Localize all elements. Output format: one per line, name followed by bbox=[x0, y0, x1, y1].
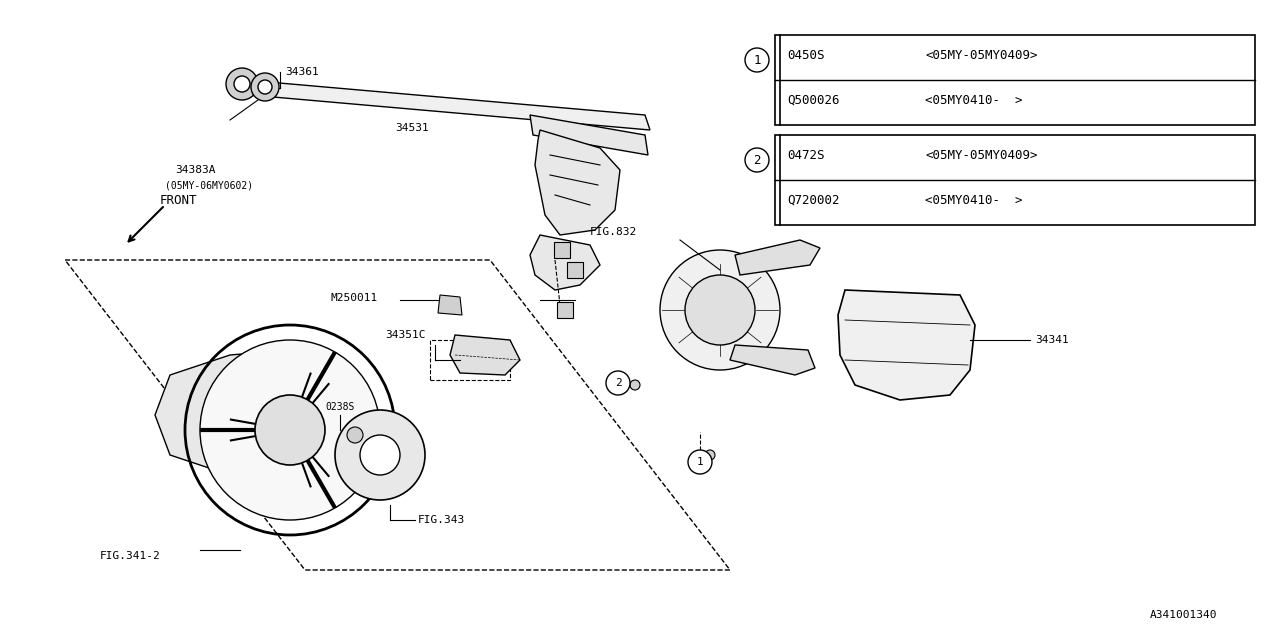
Polygon shape bbox=[530, 115, 648, 155]
Circle shape bbox=[689, 450, 712, 474]
Text: M250011: M250011 bbox=[330, 293, 378, 303]
Polygon shape bbox=[735, 240, 820, 275]
Text: 34383A: 34383A bbox=[175, 165, 215, 175]
Circle shape bbox=[227, 68, 259, 100]
Bar bbox=[774, 35, 1254, 125]
Polygon shape bbox=[244, 80, 650, 130]
Polygon shape bbox=[530, 235, 600, 290]
Text: 34351C: 34351C bbox=[385, 330, 425, 340]
Text: <05MY0410-  >: <05MY0410- > bbox=[925, 193, 1023, 207]
Polygon shape bbox=[535, 130, 620, 235]
Bar bbox=[567, 262, 582, 278]
Text: FRONT: FRONT bbox=[160, 193, 197, 207]
Circle shape bbox=[335, 410, 425, 500]
Circle shape bbox=[630, 380, 640, 390]
Text: 2: 2 bbox=[753, 154, 760, 166]
Circle shape bbox=[360, 435, 401, 475]
Circle shape bbox=[660, 250, 780, 370]
Text: A341001340: A341001340 bbox=[1149, 610, 1217, 620]
Text: Q720002: Q720002 bbox=[787, 193, 840, 207]
Polygon shape bbox=[838, 290, 975, 400]
Text: 0238S: 0238S bbox=[325, 402, 355, 412]
Bar bbox=[554, 242, 570, 258]
Polygon shape bbox=[730, 345, 815, 375]
Text: FIG.832: FIG.832 bbox=[590, 227, 637, 237]
Text: (05MY-06MY0602): (05MY-06MY0602) bbox=[165, 180, 253, 190]
Text: 1: 1 bbox=[753, 54, 760, 67]
Polygon shape bbox=[451, 335, 520, 375]
Circle shape bbox=[347, 427, 364, 443]
Circle shape bbox=[259, 80, 273, 94]
Text: FIG.343: FIG.343 bbox=[419, 515, 465, 525]
Bar bbox=[557, 302, 573, 318]
Text: Q500026: Q500026 bbox=[787, 93, 840, 106]
Text: 0472S: 0472S bbox=[787, 148, 824, 161]
Circle shape bbox=[605, 371, 630, 395]
Circle shape bbox=[200, 340, 380, 520]
Bar bbox=[881, 315, 910, 343]
Text: <05MY-05MY0409>: <05MY-05MY0409> bbox=[925, 49, 1038, 61]
Text: 2: 2 bbox=[614, 378, 621, 388]
Text: FIG.341-2: FIG.341-2 bbox=[100, 551, 161, 561]
Circle shape bbox=[745, 148, 769, 172]
Text: 34361: 34361 bbox=[285, 67, 319, 77]
Polygon shape bbox=[438, 295, 462, 315]
Circle shape bbox=[745, 48, 769, 72]
Text: <05MY-05MY0409>: <05MY-05MY0409> bbox=[925, 148, 1038, 161]
Polygon shape bbox=[155, 350, 360, 480]
Bar bbox=[774, 135, 1254, 225]
Text: 34531: 34531 bbox=[396, 123, 429, 133]
Circle shape bbox=[685, 275, 755, 345]
Bar bbox=[430, 340, 509, 380]
Circle shape bbox=[251, 73, 279, 101]
Text: 34341: 34341 bbox=[1036, 335, 1069, 345]
Text: 0450S: 0450S bbox=[787, 49, 824, 61]
Text: <05MY0410-  >: <05MY0410- > bbox=[925, 93, 1023, 106]
Circle shape bbox=[255, 395, 325, 465]
Circle shape bbox=[234, 76, 250, 92]
Text: 1: 1 bbox=[696, 457, 704, 467]
Circle shape bbox=[705, 450, 716, 460]
